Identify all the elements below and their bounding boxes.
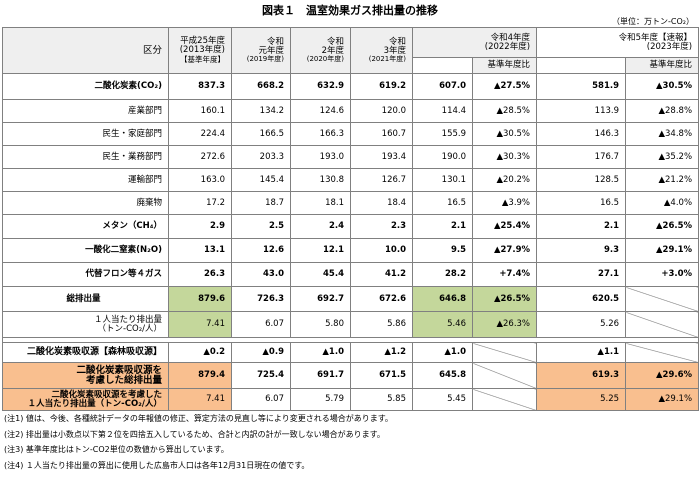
footnote-2: (注2) 排出量は小数点以下第２位を四捨五入しているため、合計と内訳の計が一致し… (4, 429, 385, 439)
footnote-1: (注1) 値は、今後、各種統計データの年報値の修正、算定方法の見直し等により変更… (4, 414, 393, 423)
row-forest-sink: 二酸化炭素吸収源【森林吸収源】 ▲0.2 ▲0.9 ▲1.0 ▲1.2 ▲1.0 ▲… (2, 342, 700, 363)
footnotes: (注1) 値は、今後、各種統計データの年報値の修正、算定方法の見直し等により変更… (4, 411, 393, 473)
row-n2o: 一酸化二窒素(N₂O) 13.1 12.6 12.1 10.0 9.5 ▲27.9% … (2, 238, 700, 263)
figure-title: 図表１ 温室効果ガス排出量の推移 (262, 4, 438, 17)
empty-cell (471, 362, 538, 389)
empty-cell (625, 311, 700, 338)
header-h25: 平成25年度 (2013年度) 【基準年度】 (168, 27, 232, 74)
row-co2: 二酸化炭素(CO₂) 837.3 668.2 632.9 619.2 607.0 ▲2… (2, 73, 700, 100)
footnote-3: (注3) 基準年度比はトン-CO2単位の数値から算出しています。 (4, 445, 229, 454)
emissions-table: 区分 平成25年度 (2013年度) 【基準年度】 令和 元年度 (2019年度) 令… (1, 27, 700, 411)
header-r4-value (412, 57, 473, 74)
header-r2: 令和 2年度 (2020年度) (290, 27, 351, 74)
row-waste: 廃棄物 17.2 18.7 18.1 18.4 16.5 ▲3.9% 16.5 ▲4.0… (2, 191, 700, 215)
header-r5: 令和5年度【速報】 (2023年度) (536, 27, 700, 58)
row-net-per-capita: 二酸化炭素吸収源を考慮した １人当たり排出量（トン-CO₂/人） 7.41 6.07… (2, 388, 700, 411)
header-r5-value (536, 57, 627, 74)
empty-cell (471, 388, 538, 411)
header-r4: 令和4年度 (2022年度) (411, 27, 538, 58)
header-kubun: 区分 (2, 27, 169, 74)
header-r5-ratio: 基準年度比 (625, 57, 700, 74)
row-net-total: 二酸化炭素吸収源を 考慮した総排出量 879.4 725.4 691.7 671.5 … (2, 362, 700, 389)
row-transport: 運輸部門 163.0 145.4 130.8 126.7 130.1 ▲20.2% 1… (2, 168, 700, 192)
empty-cell (625, 342, 700, 363)
row-methane: メタン（CH₄） 2.9 2.5 2.4 2.3 2.1 ▲25.4% 2.1 ▲26.… (2, 214, 700, 239)
empty-cell (625, 286, 700, 312)
row-per-capita: １人当たり排出量 （トン-CO₂/人） 7.41 6.07 5.80 5.86 5.4… (2, 311, 700, 338)
footnote-4: (注4) １人当たり排出量の算出に使用した広島市人口は各年12月31日現在の値で… (4, 460, 310, 470)
header-r4-ratio: 基準年度比 (471, 57, 538, 74)
header-row-3: 基準年度比 基準年度比 (3, 57, 700, 74)
empty-cell (471, 342, 538, 363)
row-fluorocarbons: 代替フロン等４ガス 26.3 43.0 45.4 41.2 28.2 +7.4% 27… (2, 262, 700, 287)
row-industry: 産業部門 160.1 134.2 124.6 120.0 114.4 ▲28.5% 1… (2, 99, 700, 123)
row-total: 総排出量 879.6 726.3 692.7 672.6 646.8 ▲26.5% 6… (2, 286, 700, 312)
row-household: 民生・家庭部門 224.4 166.5 166.3 160.7 155.9 ▲30.5… (2, 122, 700, 146)
header-r3: 令和 3年度 (2021年度) (350, 27, 413, 74)
row-business: 民生・業務部門 272.6 203.3 193.0 193.4 190.0 ▲30.3… (2, 145, 700, 169)
header-row-1: 区分 平成25年度 (2013年度) 【基準年度】 令和 元年度 (2019年度) 令… (2, 27, 700, 74)
unit-label: （単位：万トン-CO₂） (612, 17, 694, 26)
header-r1: 令和 元年度 (2019年度) (231, 27, 291, 74)
